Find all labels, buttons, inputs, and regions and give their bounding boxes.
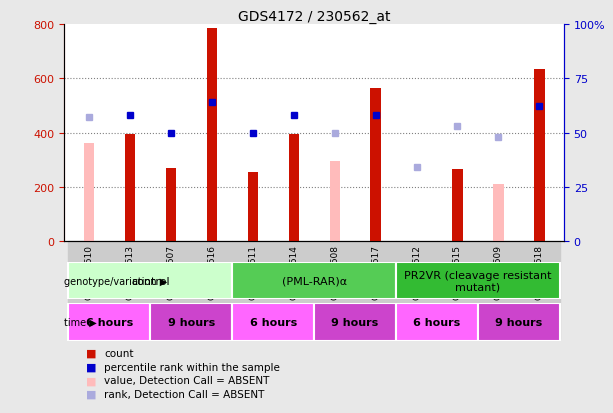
Text: 6 hours: 6 hours — [249, 317, 297, 327]
Text: time ▶: time ▶ — [64, 317, 96, 327]
Text: genotype/variation ▶: genotype/variation ▶ — [64, 276, 167, 286]
Bar — [125, 135, 135, 242]
Text: ■: ■ — [86, 348, 96, 358]
Bar — [69, 304, 150, 341]
Bar — [207, 29, 217, 242]
Bar — [396, 262, 560, 299]
Bar — [396, 242, 437, 339]
Bar — [314, 242, 355, 339]
Text: control: control — [131, 276, 170, 286]
Bar — [478, 304, 560, 341]
Bar — [150, 304, 232, 341]
Bar — [535, 69, 544, 242]
Text: (PML-RAR)α: (PML-RAR)α — [281, 276, 347, 286]
Text: rank, Detection Call = ABSENT: rank, Detection Call = ABSENT — [104, 389, 265, 399]
Bar — [330, 161, 340, 242]
Bar — [437, 242, 478, 339]
Bar — [314, 304, 396, 341]
Bar — [273, 242, 314, 339]
Text: ■: ■ — [86, 375, 96, 385]
Text: 9 hours: 9 hours — [495, 317, 543, 327]
Text: 6 hours: 6 hours — [413, 317, 460, 327]
Bar — [69, 262, 232, 299]
Bar — [519, 242, 560, 339]
Bar — [370, 88, 381, 242]
Bar — [150, 242, 191, 339]
Bar — [478, 242, 519, 339]
Bar — [452, 170, 463, 242]
Title: GDS4172 / 230562_at: GDS4172 / 230562_at — [238, 10, 390, 24]
Text: 9 hours: 9 hours — [168, 317, 215, 327]
Text: PR2VR (cleavage resistant
mutant): PR2VR (cleavage resistant mutant) — [404, 270, 552, 292]
Bar — [69, 242, 109, 339]
Text: 9 hours: 9 hours — [332, 317, 379, 327]
Text: percentile rank within the sample: percentile rank within the sample — [104, 362, 280, 372]
Text: count: count — [104, 348, 134, 358]
Bar — [232, 304, 314, 341]
Bar — [232, 242, 273, 339]
Bar — [191, 242, 232, 339]
Bar — [248, 173, 258, 242]
Bar — [109, 242, 150, 339]
Text: value, Detection Call = ABSENT: value, Detection Call = ABSENT — [104, 375, 270, 385]
Bar — [289, 135, 299, 242]
Text: ■: ■ — [86, 362, 96, 372]
Bar — [355, 242, 396, 339]
Bar — [84, 144, 94, 242]
Bar — [166, 169, 176, 242]
Bar — [396, 304, 478, 341]
Text: ■: ■ — [86, 389, 96, 399]
Text: 6 hours: 6 hours — [86, 317, 133, 327]
Bar — [493, 185, 503, 242]
Bar — [232, 262, 396, 299]
